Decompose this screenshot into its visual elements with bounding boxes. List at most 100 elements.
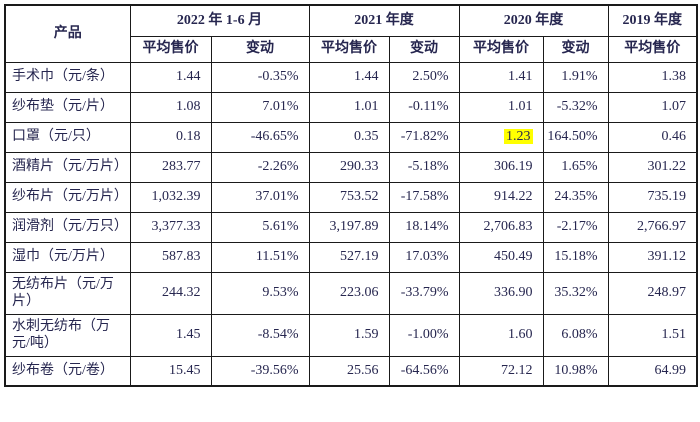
value-cell: -5.32%	[542, 91, 609, 123]
product-label: 口罩（元/只）	[4, 121, 131, 153]
value-cell: 164.50%	[542, 121, 609, 153]
value-cell: 1.23	[458, 121, 544, 153]
value-cell: 2,706.83	[458, 211, 544, 243]
value-cell: 7.01%	[210, 91, 310, 123]
value-cell: 306.19	[458, 151, 544, 183]
value-cell: 15.18%	[542, 241, 609, 273]
value-cell: -2.26%	[210, 151, 310, 183]
value-cell: 24.35%	[542, 181, 609, 213]
value-cell: 9.53%	[210, 271, 310, 315]
value-cell: 37.01%	[210, 181, 310, 213]
value-cell: 72.12	[458, 355, 544, 387]
value-cell: 2,766.97	[607, 211, 698, 243]
header-avg-price-2021: 平均售价	[308, 35, 390, 63]
emphasis-red-box	[6, 123, 129, 151]
value-cell: 290.33	[308, 151, 390, 183]
value-cell: -39.56%	[210, 355, 310, 387]
value-cell: 1.38	[607, 61, 698, 93]
header-change-2022: 变动	[210, 35, 310, 63]
value-cell: 587.83	[129, 241, 212, 273]
value-cell: 1.44	[129, 61, 212, 93]
value-cell: 1.01	[458, 91, 544, 123]
value-cell: 248.97	[607, 271, 698, 315]
product-label: 酒精片（元/万片）	[4, 151, 131, 183]
header-avg-price-2020: 平均售价	[458, 35, 544, 63]
value-cell: 283.77	[129, 151, 212, 183]
header-change-2020: 变动	[542, 35, 609, 63]
value-cell: 15.45	[129, 355, 212, 387]
value-cell: 0.46	[607, 121, 698, 153]
value-cell: 1.44	[308, 61, 390, 93]
header-period-2022h1: 2022 年 1-6 月	[129, 4, 310, 37]
table-row: 纱布卷（元/卷） 15.45 -39.56% 25.56 -64.56% 72.12 10.…	[4, 355, 698, 387]
value-cell: 753.52	[308, 181, 390, 213]
value-cell: 450.49	[458, 241, 544, 273]
table-row: 口罩（元/只） 0.18 -46.65% 0.35 -71.82% 1.23 164.50%…	[4, 121, 698, 153]
product-price-table: 产品 2022 年 1-6 月 2021 年度 2020 年度 2019 年度 …	[4, 4, 699, 387]
product-label: 纱布片（元/万片）	[4, 181, 131, 213]
value-cell: -2.17%	[542, 211, 609, 243]
table-row: 纱布垫（元/片） 1.08 7.01% 1.01 -0.11% 1.01 -5.32% 1.0…	[4, 91, 698, 123]
value-cell: -0.35%	[210, 61, 310, 93]
header-period-2021: 2021 年度	[308, 4, 460, 37]
value-cell: -8.54%	[210, 313, 310, 357]
product-label: 湿巾（元/万片）	[4, 241, 131, 273]
value-cell: 1.60	[458, 313, 544, 357]
product-label: 纱布垫（元/片）	[4, 91, 131, 123]
value-cell: 336.90	[458, 271, 544, 315]
value-cell: 1.08	[129, 91, 212, 123]
value-cell: 391.12	[607, 241, 698, 273]
table-row: 手术巾（元/条） 1.44 -0.35% 1.44 2.50% 1.41 1.91% 1.38	[4, 61, 698, 93]
value-cell: 914.22	[458, 181, 544, 213]
table-row: 润滑剂（元/万只） 3,377.33 5.61% 3,197.89 18.14% 2,70…	[4, 211, 698, 243]
value-cell: 35.32%	[542, 271, 609, 315]
value-cell: 6.08%	[542, 313, 609, 357]
value-cell: 18.14%	[388, 211, 460, 243]
value-cell: 25.56	[308, 355, 390, 387]
value-cell: 301.22	[607, 151, 698, 183]
product-label: 纱布卷（元/卷）	[4, 355, 131, 387]
table-header: 产品 2022 年 1-6 月 2021 年度 2020 年度 2019 年度 …	[4, 4, 698, 63]
value-cell: 527.19	[308, 241, 390, 273]
product-label: 无纺布片（元/万片）	[4, 271, 131, 315]
table-row: 纱布片（元/万片） 1,032.39 37.01% 753.52 -17.58% 914.…	[4, 181, 698, 213]
value-cell: -0.11%	[388, 91, 460, 123]
value-cell: 1.45	[129, 313, 212, 357]
value-cell: 1.59	[308, 313, 390, 357]
value-cell: 10.98%	[542, 355, 609, 387]
value-cell: 17.03%	[388, 241, 460, 273]
value-cell: -64.56%	[388, 355, 460, 387]
value-cell: 1.91%	[542, 61, 609, 93]
value-cell: 1.01	[308, 91, 390, 123]
table-row: 水刺无纺布（万元/吨） 1.45 -8.54% 1.59 -1.00% 1.60 6.08%…	[4, 313, 698, 357]
value-cell: 11.51%	[210, 241, 310, 273]
value-cell: -46.65%	[210, 121, 310, 153]
value-cell: -1.00%	[388, 313, 460, 357]
product-label: 手术巾（元/条）	[4, 61, 131, 93]
header-sub-row: 平均售价 变动 平均售价 变动 平均售价 变动 平均售价	[5, 35, 698, 63]
value-cell: 1.41	[458, 61, 544, 93]
value-cell: -5.18%	[388, 151, 460, 183]
value-cell: 5.61%	[210, 211, 310, 243]
header-avg-price-2019: 平均售价	[607, 35, 698, 63]
header-avg-price-2022: 平均售价	[129, 35, 212, 63]
value-cell: 0.35	[308, 121, 390, 153]
document-page: 产品 2022 年 1-6 月 2021 年度 2020 年度 2019 年度 …	[4, 4, 699, 387]
table-row: 无纺布片（元/万片） 244.32 9.53% 223.06 -33.79% 336.90…	[4, 271, 698, 315]
header-change-2021: 变动	[388, 35, 460, 63]
product-label: 水刺无纺布（万元/吨）	[4, 313, 131, 357]
header-group-row: 产品 2022 年 1-6 月 2021 年度 2020 年度 2019 年度	[4, 4, 698, 63]
value-cell: 3,197.89	[308, 211, 390, 243]
value-cell: 1.65%	[542, 151, 609, 183]
header-period-2019: 2019 年度	[607, 4, 698, 37]
value-cell: -71.82%	[388, 121, 460, 153]
table-row: 湿巾（元/万片） 587.83 11.51% 527.19 17.03% 450.49 15…	[4, 241, 698, 273]
value-cell: 735.19	[607, 181, 698, 213]
value-cell: -17.58%	[388, 181, 460, 213]
highlighted-value: 1.23	[504, 129, 533, 145]
header-period-2020: 2020 年度	[458, 4, 609, 37]
value-cell: 223.06	[308, 271, 390, 315]
value-cell: 1,032.39	[129, 181, 212, 213]
product-label: 润滑剂（元/万只）	[4, 211, 131, 243]
table-body: 手术巾（元/条） 1.44 -0.35% 1.44 2.50% 1.41 1.91% 1.38…	[4, 61, 698, 387]
